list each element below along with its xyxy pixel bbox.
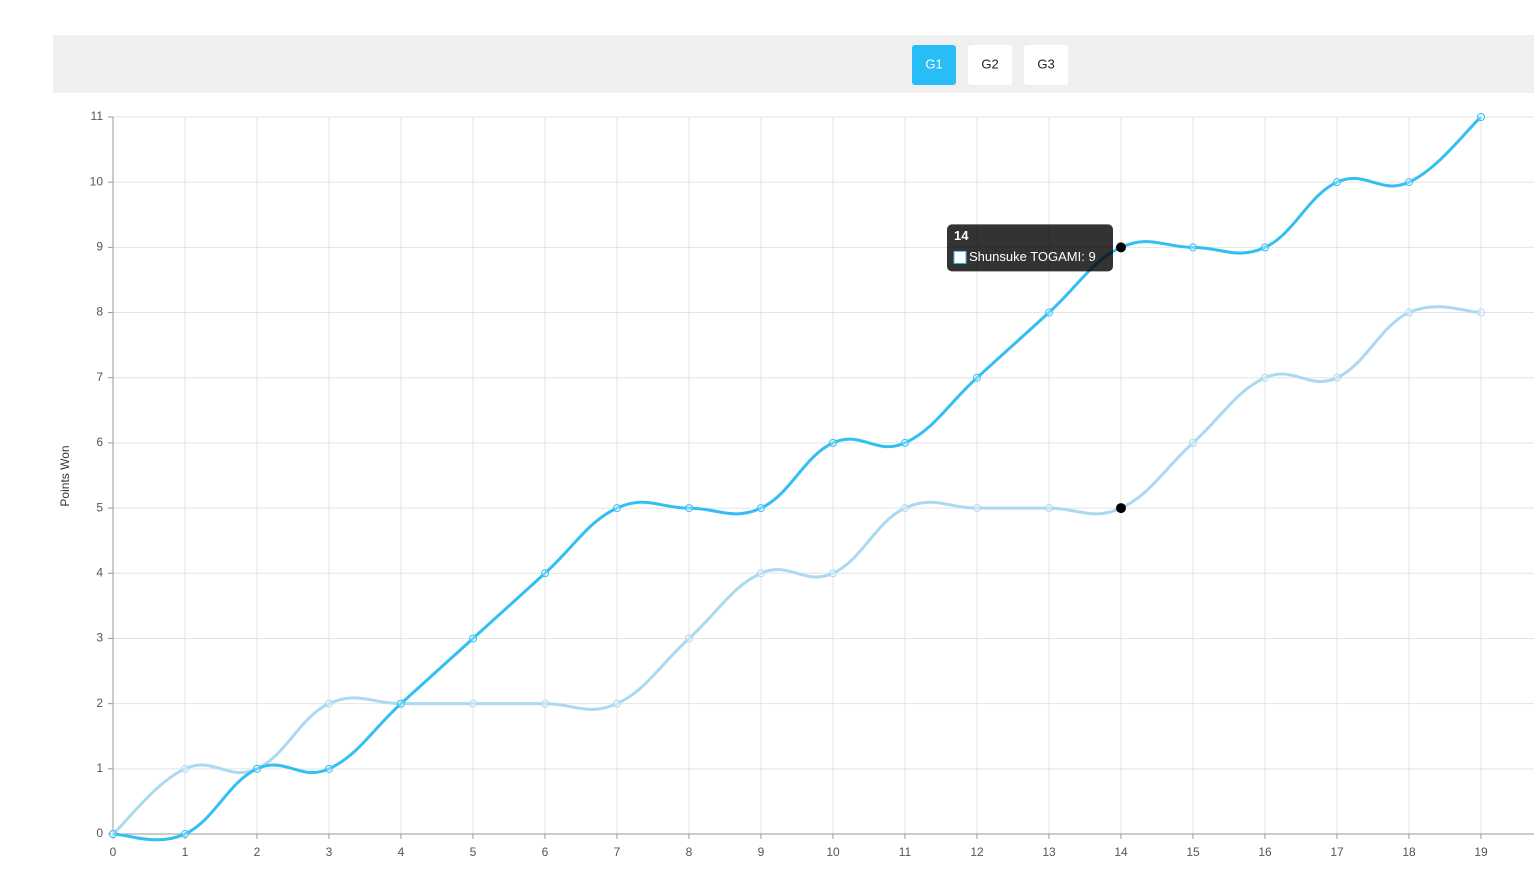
data-point — [1261, 373, 1269, 382]
tab-label[interactable]: G1 — [925, 56, 942, 71]
x-tick-label: 8 — [686, 845, 693, 859]
data-point — [613, 504, 621, 513]
y-tick-label: 11 — [91, 109, 104, 123]
tab[interactable]: G2 — [968, 45, 1012, 85]
tab-label[interactable]: G3 — [1037, 56, 1054, 71]
data-point — [685, 634, 693, 643]
tab-button[interactable] — [968, 45, 1012, 85]
x-tick-label: 18 — [1402, 845, 1416, 859]
data-point — [685, 504, 693, 513]
data-point — [469, 634, 477, 643]
x-tick-label: 3 — [326, 845, 333, 859]
tab-button[interactable] — [1024, 45, 1068, 85]
x-tick-label: 14 — [1114, 845, 1128, 859]
data-point — [901, 504, 909, 513]
data-point — [829, 569, 837, 578]
data-point — [1405, 308, 1413, 317]
tab[interactable]: G1 — [912, 45, 956, 85]
y-tick-label: 8 — [96, 305, 103, 319]
tooltip-swatch — [953, 250, 967, 264]
y-tick-label: 6 — [96, 435, 103, 449]
data-point — [1333, 178, 1341, 187]
x-tick-label: 5 — [470, 845, 477, 859]
data-point — [181, 764, 189, 773]
toolbar — [53, 35, 1534, 93]
data-point — [901, 438, 909, 447]
data-point — [109, 830, 117, 838]
data-point — [541, 569, 549, 578]
data-point — [757, 504, 765, 513]
y-tick-label: 7 — [96, 370, 103, 384]
x-tick-label: 19 — [1474, 845, 1488, 859]
data-point — [1045, 504, 1053, 513]
data-point — [325, 764, 333, 773]
x-tick-label: 12 — [970, 845, 984, 859]
data-point — [1189, 243, 1197, 252]
x-tick-label: 15 — [1186, 845, 1200, 859]
data-point — [1333, 373, 1341, 382]
hover-point — [1116, 242, 1126, 253]
x-tick-label: 17 — [1330, 845, 1344, 859]
y-tick-label: 5 — [96, 500, 103, 514]
tab-button[interactable] — [912, 45, 956, 85]
data-point — [1477, 113, 1485, 121]
x-tick-label: 13 — [1042, 845, 1056, 859]
hover-point — [1116, 503, 1126, 514]
data-point — [253, 764, 261, 773]
data-point — [1261, 243, 1269, 252]
y-axis-label: Points Won — [58, 445, 72, 506]
data-point — [973, 373, 981, 382]
data-point — [1405, 178, 1413, 187]
x-tick-label: 10 — [826, 845, 840, 859]
tab-label[interactable]: G2 — [981, 56, 998, 71]
x-tick-label: 16 — [1258, 845, 1272, 859]
data-point — [757, 569, 765, 578]
y-tick-label: 2 — [96, 696, 103, 710]
data-point — [973, 504, 981, 513]
data-point — [325, 699, 333, 708]
data-point — [1189, 438, 1197, 447]
data-point — [613, 699, 621, 708]
data-point — [541, 699, 549, 708]
x-tick-label: 9 — [758, 845, 765, 859]
y-tick-label: 3 — [96, 631, 103, 645]
tab[interactable]: G3 — [1024, 45, 1068, 85]
data-point — [1477, 308, 1485, 317]
x-tick-label: 0 — [110, 845, 117, 859]
y-tick-label: 9 — [96, 240, 103, 254]
y-tick-label: 1 — [96, 761, 103, 775]
x-tick-label: 11 — [899, 845, 912, 859]
series-line — [111, 305, 1482, 836]
tooltip-title: 14 — [954, 228, 969, 243]
x-tick-label: 2 — [254, 845, 261, 859]
data-point — [397, 699, 405, 708]
y-tick-label: 4 — [96, 565, 103, 579]
data-point — [469, 699, 477, 708]
tooltip — [947, 224, 1113, 272]
x-tick-label: 4 — [398, 845, 405, 859]
data-point — [829, 438, 837, 447]
x-tick-label: 1 — [182, 845, 189, 859]
series-line — [112, 115, 1483, 842]
data-point — [181, 830, 189, 838]
x-tick-label: 6 — [542, 845, 549, 859]
y-tick-label: 0 — [96, 826, 103, 840]
tooltip-label: Shunsuke TOGAMI: 9 — [969, 249, 1096, 264]
x-tick-label: 7 — [614, 845, 621, 859]
data-point — [1045, 308, 1053, 317]
y-tick-label: 10 — [90, 174, 104, 188]
